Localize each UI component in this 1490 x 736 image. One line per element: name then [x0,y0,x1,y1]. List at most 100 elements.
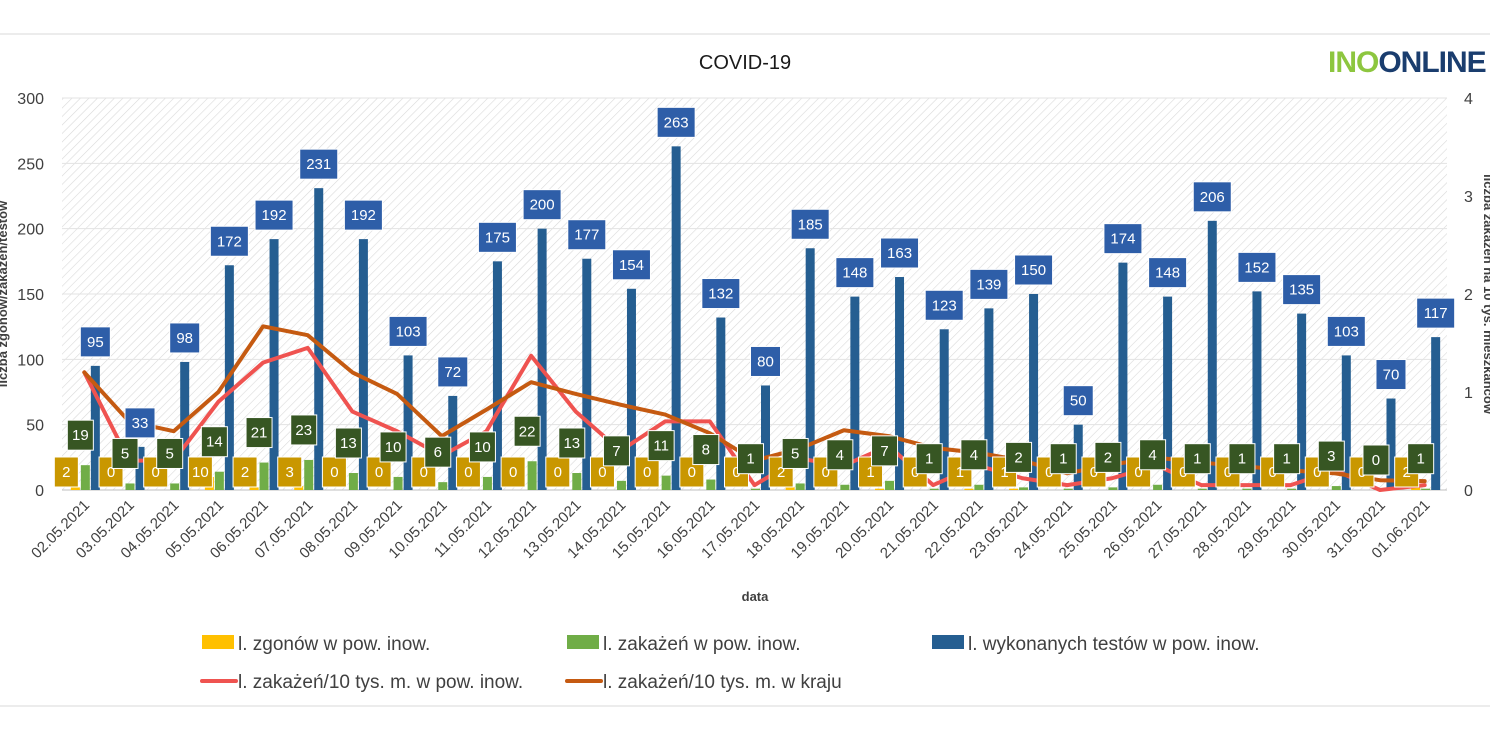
data-label-box [254,199,294,231]
legend-label: l. wykonanych testów w pow. inow. [968,634,1259,655]
data-label-box [634,456,660,488]
bar [1242,488,1252,490]
y2-tick-label: 2 [1464,287,1473,304]
data-label-box [477,221,517,253]
chart-title: COVID-19 [699,52,791,74]
bar [135,446,145,490]
bar [170,483,180,490]
data-label-box [1014,254,1054,286]
data-label-box [750,345,781,377]
data-label-box [66,419,94,451]
data-label-box [1326,315,1366,347]
y-tick-label: 200 [17,222,44,239]
bar [984,308,994,490]
data-label: 10 [385,439,402,456]
data-label-box [567,219,607,251]
x-axis-ticks: 02.05.202103.05.202104.05.202105.05.2021… [28,497,1433,562]
bar [1386,398,1396,490]
data-label-box [53,456,79,488]
bar [1019,487,1029,490]
data-label: 5 [121,445,129,462]
bar [348,473,358,490]
bar [785,487,795,490]
data-label: 103 [1334,323,1359,340]
data-label-box [1005,441,1033,473]
data-label-box [915,443,943,475]
data-label: 103 [396,323,421,340]
data-label: 174 [1110,231,1135,248]
data-label-box [701,278,741,310]
data-label: 0 [509,464,517,481]
data-label: 231 [306,156,331,173]
bar [1009,488,1019,490]
data-label-box [411,456,437,488]
data-label: 23 [295,422,312,439]
bar [1341,355,1351,490]
data-label: 8 [702,442,710,459]
data-label: 33 [132,415,149,432]
data-label: 13 [340,435,357,452]
data-label-box [1103,223,1143,255]
data-label-box [379,431,407,463]
data-label: 1 [1282,451,1290,468]
data-label: 0 [554,464,562,481]
bar [875,488,885,490]
bar [840,484,850,490]
bar [1297,313,1307,490]
data-label: 139 [976,276,1001,293]
data-label: 0 [822,464,830,481]
data-label: 21 [251,425,268,442]
data-label: 50 [1070,393,1087,410]
bar [974,484,984,490]
data-label: 0 [107,464,115,481]
bar [492,261,502,490]
data-label: 0 [420,464,428,481]
x-axis-title: data [742,589,770,604]
data-label-box [200,426,228,458]
data-label-box [169,322,201,354]
data-label-box [343,199,383,231]
y-tick-label: 100 [17,352,44,369]
data-label: 0 [152,464,160,481]
data-label-box [960,439,988,471]
data-label: 0 [732,464,740,481]
data-label: 0 [1179,464,1187,481]
bar [661,475,671,490]
bar [358,239,368,490]
data-label-box [781,437,809,469]
data-label: 0 [1268,464,1276,481]
data-label-box [468,431,496,463]
bar [1073,424,1083,490]
data-label: 22 [519,423,536,440]
bar [885,480,895,490]
bar [626,288,636,490]
data-label-box [321,456,347,488]
data-label: 0 [464,464,472,481]
data-label-box [1148,257,1188,289]
bar [1029,294,1039,490]
y2-tick-label: 0 [1464,483,1473,500]
bar [80,465,90,490]
data-label: 177 [574,227,599,244]
data-label: 185 [798,216,823,233]
data-label: 172 [217,233,242,250]
data-label: 1 [925,451,933,468]
legend-swatch [932,635,964,649]
data-label: 7 [612,443,620,460]
data-label-box [558,427,586,459]
y-tick-label: 0 [35,483,44,500]
bar [314,188,324,490]
data-label-box [1049,443,1077,475]
legend-label: l. zakażeń/10 tys. m. w kraju [603,672,842,693]
data-label-box [1094,441,1122,473]
data-label: 80 [757,353,774,370]
data-label-box [334,427,362,459]
data-label-box [500,456,526,488]
data-label: 206 [1200,189,1225,206]
data-label-box [1183,443,1211,475]
bar [393,476,403,490]
data-label: 0 [911,464,919,481]
data-label-box [111,437,139,469]
data-label: 2 [777,464,785,481]
